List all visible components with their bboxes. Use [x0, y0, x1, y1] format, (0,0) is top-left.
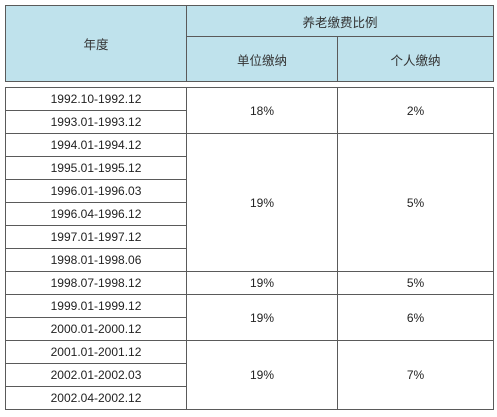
- period-cell: 2002.04-2002.12: [5, 386, 187, 410]
- employer-rate-cell: 19%: [186, 133, 338, 272]
- period-cell: 1998.01-1998.06: [5, 248, 187, 272]
- table-row: 1999.01-1999.12 19% 6%: [5, 294, 495, 341]
- table-row: 1998.07-1998.12 19% 5%: [5, 271, 495, 295]
- period-cell: 2000.01-2000.12: [5, 317, 187, 341]
- period-cell: 1996.04-1996.12: [5, 202, 187, 226]
- period-cell: 1992.10-1992.12: [5, 87, 187, 111]
- table-row: 1992.10-1992.12 18% 2%: [5, 87, 495, 134]
- personal-rate-cell: 6%: [336, 294, 495, 341]
- period-cell: 1996.01-1996.03: [5, 179, 187, 203]
- table-row: 1994.01-1994.12 19% 5%: [5, 133, 495, 272]
- contribution-ratio-header: 养老缴费比例: [185, 5, 495, 37]
- personal-contribution-header: 个人缴纳: [336, 36, 495, 82]
- period-cell: 2002.01-2002.03: [5, 363, 187, 387]
- table-row: 2001.01-2001.12 19% 7%: [5, 340, 495, 410]
- period-cell: 1998.07-1998.12: [5, 271, 187, 295]
- personal-rate-cell: 5%: [336, 271, 495, 295]
- personal-rate-cell: 5%: [336, 133, 495, 272]
- period-cell: 1997.01-1997.12: [5, 225, 187, 249]
- table-row: 2002.04-2002.12: [5, 386, 494, 410]
- period-cell: 2001.01-2001.12: [5, 340, 187, 364]
- employer-rate-cell: 19%: [186, 294, 338, 341]
- employer-rate-cell: 18%: [186, 87, 338, 134]
- table-row: 1995.01-1995.12: [5, 156, 494, 180]
- period-cell: 1994.01-1994.12: [5, 133, 187, 157]
- table-row: 1998.01-1998.06: [5, 248, 494, 272]
- period-cell: 1995.01-1995.12: [5, 156, 187, 180]
- employer-rate-cell: 19%: [186, 271, 338, 295]
- period-cell: 1993.01-1993.12: [5, 110, 187, 134]
- employer-rate-cell: 19%: [186, 340, 338, 410]
- personal-rate-cell: 2%: [336, 87, 495, 134]
- personal-rate-cell: 7%: [336, 340, 495, 410]
- table-row: 1996.01-1996.03: [5, 179, 494, 203]
- table-row: 1993.01-1993.12: [5, 110, 494, 134]
- period-cell: 1999.01-1999.12: [5, 294, 187, 318]
- employer-contribution-header: 单位缴纳: [186, 36, 338, 82]
- pension-contribution-table: 年度 养老缴费比例 单位缴纳 个人缴纳 1992.10-1992.12 18% …: [5, 5, 495, 410]
- year-header: 年度: [5, 5, 187, 82]
